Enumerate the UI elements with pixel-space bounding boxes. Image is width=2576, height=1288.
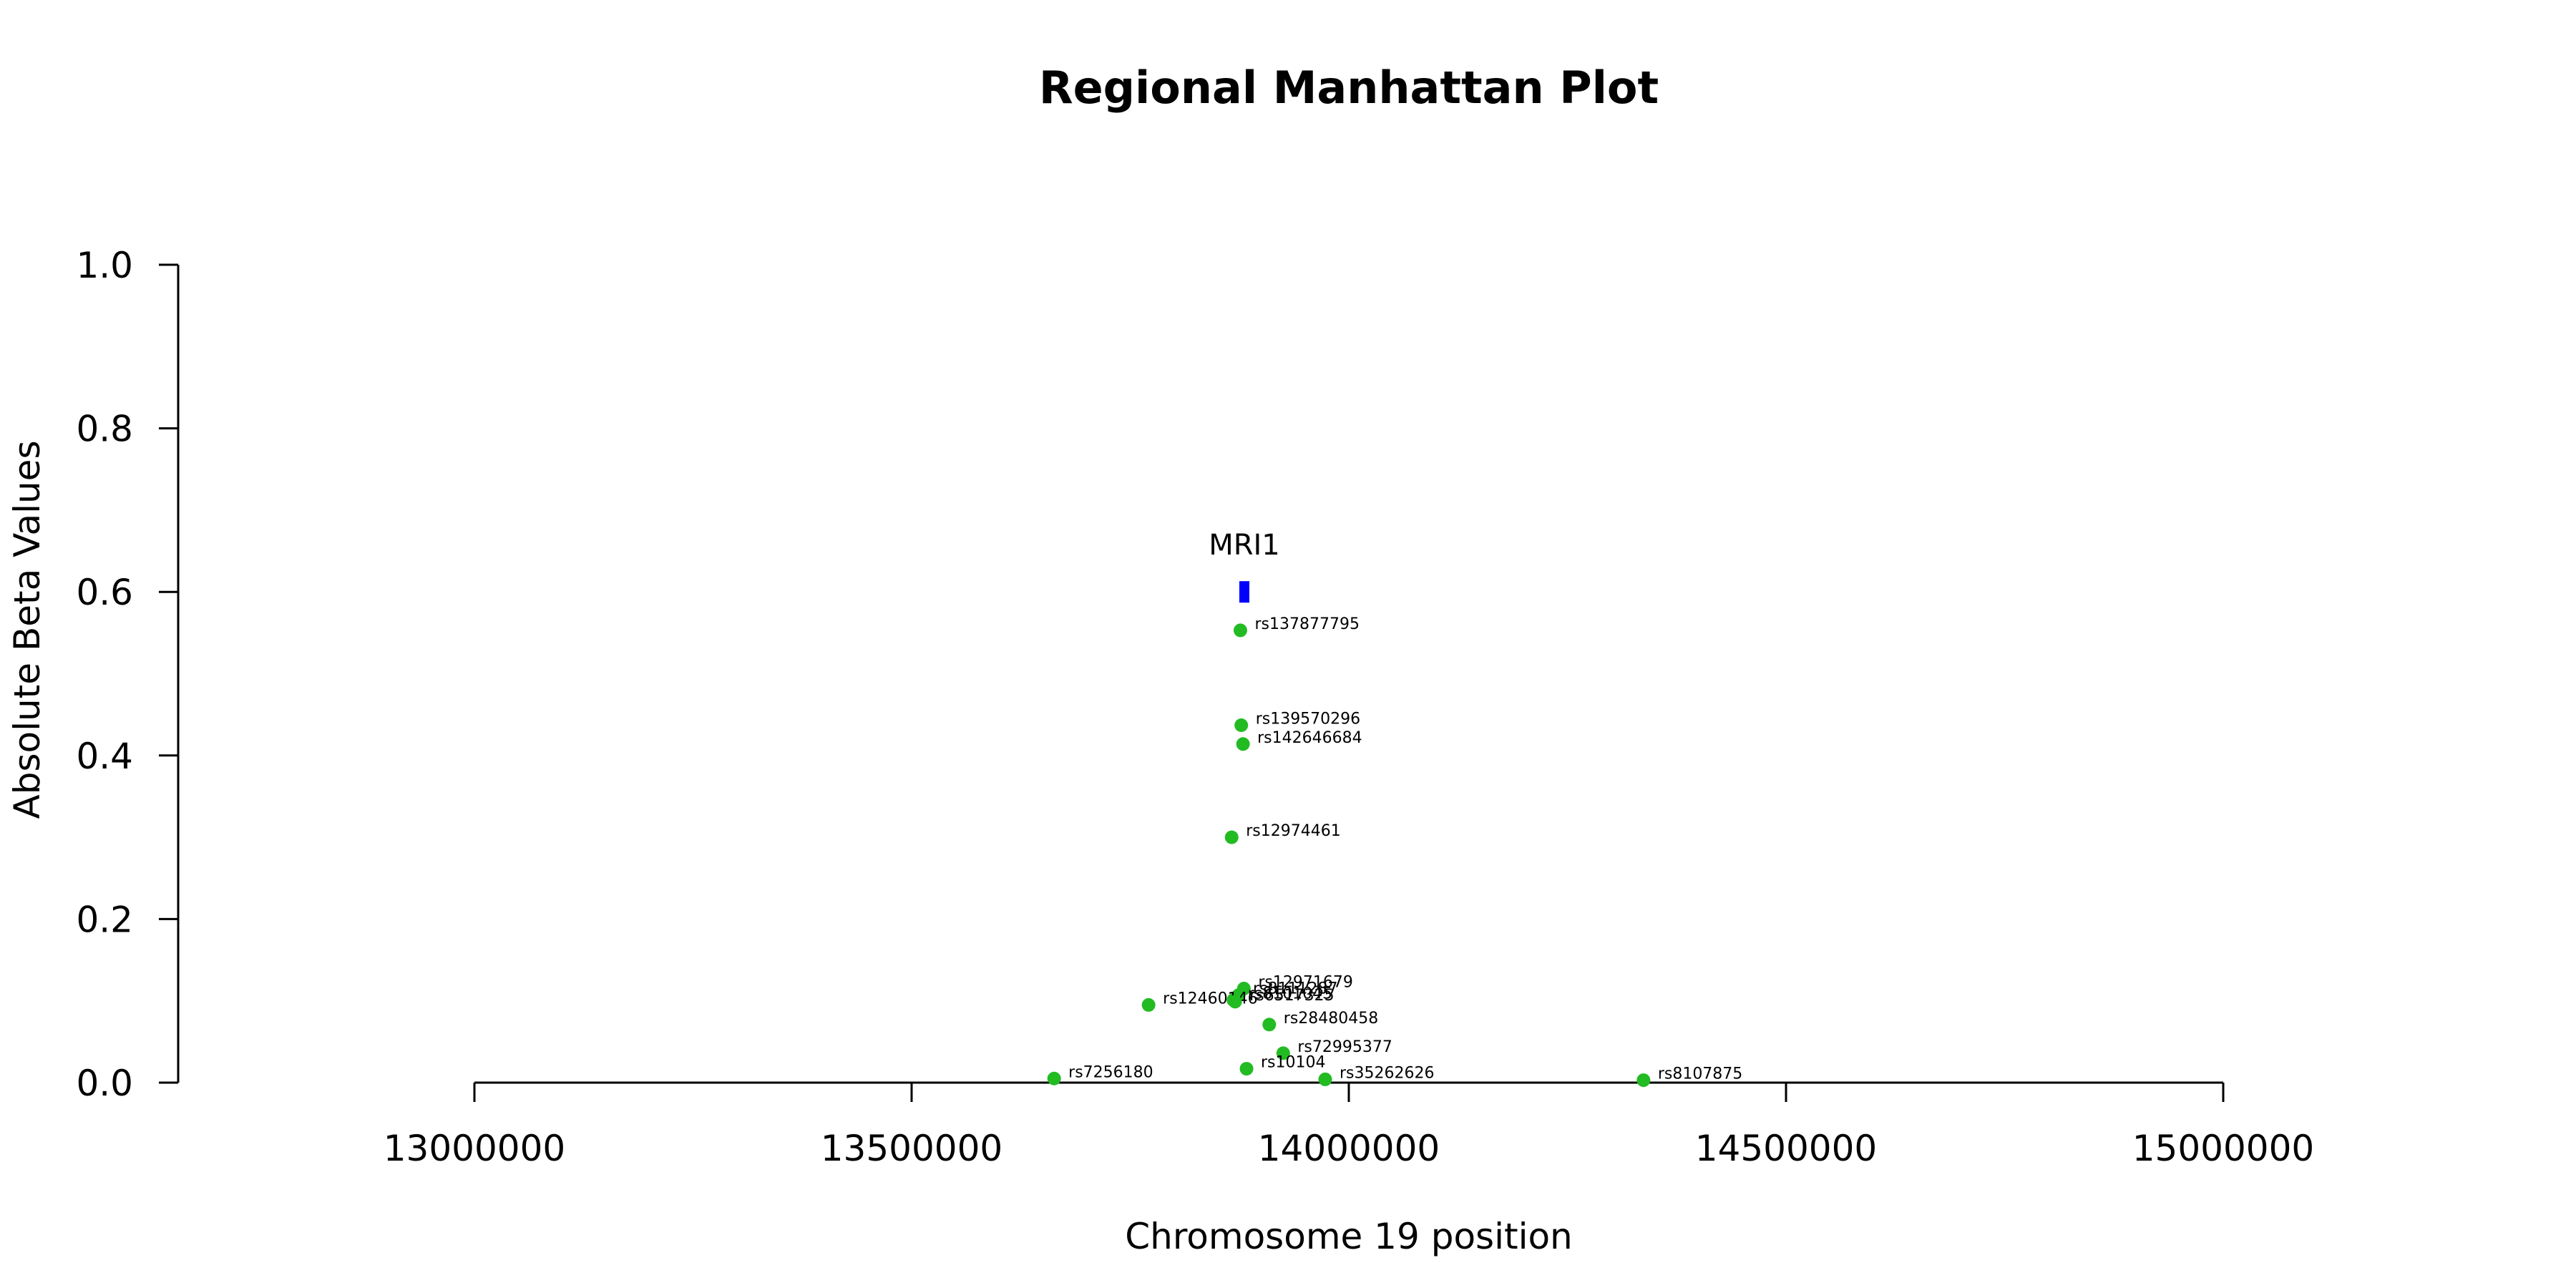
snp-label: rs8111287	[1253, 980, 1338, 998]
gene-bar	[1239, 581, 1249, 603]
x-tick-label: 13500000	[821, 1128, 1003, 1169]
snp-point	[1047, 1071, 1061, 1085]
y-tick-label: 0.6	[76, 572, 133, 613]
y-axis-ticks: 0.0 0.2 0.4 0.6 0.8 1.0	[76, 245, 178, 1104]
snp-label: rs8107875	[1658, 1065, 1743, 1083]
y-axis-label: Absolute Beta Values	[6, 441, 48, 819]
snp-label: rs7256180	[1068, 1063, 1153, 1081]
snp-point	[1318, 1072, 1332, 1086]
snp-label: rs28480458	[1284, 1010, 1378, 1028]
snp-label: rs35262626	[1340, 1064, 1434, 1082]
snp-label: rs12971679	[1258, 974, 1352, 992]
chart-title: Regional Manhattan Plot	[1039, 62, 1659, 114]
y-tick-label: 0.2	[76, 899, 133, 940]
snp-point	[1636, 1073, 1651, 1088]
x-axis-label: Chromosome 19 position	[1125, 1216, 1573, 1257]
snp-label: rs12460146	[1163, 990, 1257, 1008]
y-tick-label: 0.0	[76, 1063, 133, 1104]
snp-label: rs142646684	[1257, 729, 1362, 747]
gene-label: MRI1	[1209, 529, 1280, 562]
snp-label: rs10104	[1261, 1054, 1326, 1072]
snp-label: rs8101045	[1248, 985, 1333, 1003]
x-tick-label: 14500000	[1695, 1128, 1878, 1169]
snp-point	[1228, 995, 1242, 1009]
snp-point	[1233, 623, 1247, 638]
y-tick-label: 1.0	[76, 245, 133, 286]
snp-label: rs139570296	[1256, 711, 1360, 728]
snp-point	[1239, 1062, 1254, 1076]
snp-point	[1262, 1018, 1277, 1032]
snp-point	[1141, 997, 1156, 1012]
snp-point	[1236, 737, 1250, 751]
y-tick-label: 0.4	[76, 736, 133, 777]
y-tick-label: 0.8	[76, 409, 133, 450]
snp-point	[1224, 830, 1239, 844]
snp-label: rs137877795	[1254, 615, 1359, 633]
gene-track: MRI1	[1209, 529, 1280, 603]
x-tick-label: 13000000	[384, 1128, 566, 1169]
x-tick-label: 15000000	[2132, 1128, 2315, 1169]
x-tick-label: 14000000	[1258, 1128, 1440, 1169]
snp-point	[1276, 1046, 1290, 1060]
snp-label: rs12974461	[1246, 822, 1340, 840]
x-axis-ticks: 13000000 13500000 14000000 14500000 15000000	[384, 1083, 2315, 1169]
snp-point	[1234, 718, 1249, 733]
snp-label: rs72995377	[1297, 1038, 1392, 1056]
snp-label: rs6517325	[1249, 987, 1335, 1005]
